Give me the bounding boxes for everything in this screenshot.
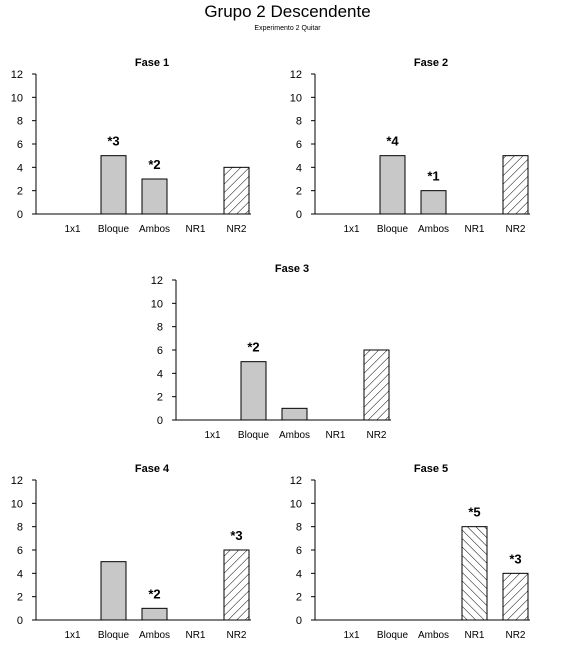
y-tick-label: 4 xyxy=(17,162,23,174)
y-tick-label: 6 xyxy=(17,139,23,151)
y-tick-label: 12 xyxy=(290,69,302,81)
y-tick-label: 12 xyxy=(11,475,23,487)
y-tick-label: 10 xyxy=(290,498,302,510)
bar xyxy=(223,549,250,621)
page-subtitle: Experimento 2 Quitar xyxy=(254,25,321,32)
x-tick-label: NR1 xyxy=(325,430,345,441)
bar xyxy=(141,178,168,215)
chart-fase-5: Fase 5 0 2 4 6 8 10 12 1x1 Bloque Ambos NR1 *5 NR2 *3 xyxy=(290,463,530,641)
x-tick-label: Bloque xyxy=(377,630,409,641)
page-title: Grupo 2 Descendente xyxy=(204,2,371,21)
bar xyxy=(363,349,390,421)
bar xyxy=(502,155,529,215)
x-tick-label: NR2 xyxy=(505,630,525,641)
data-annotation: *2 xyxy=(148,586,160,601)
x-tick-label: 1x1 xyxy=(343,630,360,641)
chart-fase-4: Fase 4 0 2 4 6 8 10 12 1x1 Bloque Ambos *2 NR1 NR2 *3 xyxy=(11,463,251,641)
y-tick-label: 0 xyxy=(157,415,163,427)
y-tick-label: 0 xyxy=(296,209,302,221)
bar xyxy=(502,572,529,621)
y-tick-label: 2 xyxy=(17,592,23,604)
chart-fase-1: Fase 1 0 2 4 6 8 10 12 1x1 Bloque *3 Ambos *2 NR1 NR2 xyxy=(11,57,251,235)
bar xyxy=(461,526,488,621)
y-tick-label: 6 xyxy=(296,545,302,557)
y-tick-label: 4 xyxy=(296,568,302,580)
x-tick-label: 1x1 xyxy=(64,224,81,235)
y-tick-label: 0 xyxy=(296,615,302,627)
chart-title: Fase 3 xyxy=(275,263,309,275)
chart-title: Fase 2 xyxy=(414,57,448,69)
y-tick-label: 6 xyxy=(296,139,302,151)
chart-fase-2: Fase 2 0 2 4 6 8 10 12 1x1 Bloque *4 Ambos *1 NR1 NR2 xyxy=(290,57,530,235)
data-annotation: *1 xyxy=(427,169,439,184)
y-tick-label: 12 xyxy=(290,475,302,487)
y-tick-label: 4 xyxy=(296,162,302,174)
y-tick-label: 12 xyxy=(151,275,163,287)
data-annotation: *3 xyxy=(107,134,119,149)
x-tick-label: Bloque xyxy=(377,224,409,235)
y-tick-label: 10 xyxy=(151,298,163,310)
bar xyxy=(100,155,127,215)
x-tick-label: 1x1 xyxy=(64,630,81,641)
data-annotation: *3 xyxy=(509,551,521,566)
x-tick-label: Ambos xyxy=(139,224,170,235)
bar xyxy=(379,155,406,215)
chart-title: Fase 4 xyxy=(135,463,170,475)
y-tick-label: 8 xyxy=(17,116,23,128)
bar xyxy=(141,607,168,621)
data-annotation: *3 xyxy=(230,528,242,543)
y-tick-label: 2 xyxy=(296,592,302,604)
x-tick-label: Ambos xyxy=(139,630,170,641)
y-tick-label: 0 xyxy=(17,615,23,627)
y-tick-label: 8 xyxy=(296,522,302,534)
x-tick-label: 1x1 xyxy=(204,430,221,441)
y-tick-label: 2 xyxy=(157,392,163,404)
chart-title: Fase 1 xyxy=(135,57,169,69)
x-tick-label: NR1 xyxy=(464,224,484,235)
data-annotation: *2 xyxy=(148,157,160,172)
y-tick-label: 10 xyxy=(290,92,302,104)
y-tick-label: 2 xyxy=(296,186,302,198)
y-tick-label: 6 xyxy=(157,345,163,357)
y-tick-label: 0 xyxy=(17,209,23,221)
x-tick-label: Ambos xyxy=(279,430,310,441)
chart-title: Fase 5 xyxy=(414,463,448,475)
y-tick-label: 10 xyxy=(11,92,23,104)
y-tick-label: 4 xyxy=(17,568,23,580)
x-tick-label: NR1 xyxy=(185,224,205,235)
data-annotation: *5 xyxy=(468,505,480,520)
bar xyxy=(223,166,250,215)
x-tick-label: Bloque xyxy=(98,630,130,641)
y-tick-label: 10 xyxy=(11,498,23,510)
y-tick-label: 8 xyxy=(157,322,163,334)
y-tick-label: 8 xyxy=(296,116,302,128)
x-tick-label: NR2 xyxy=(366,430,386,441)
x-tick-label: Bloque xyxy=(238,430,270,441)
x-tick-label: 1x1 xyxy=(343,224,360,235)
y-tick-label: 6 xyxy=(17,545,23,557)
x-tick-label: Ambos xyxy=(418,224,449,235)
y-tick-label: 2 xyxy=(17,186,23,198)
x-tick-label: NR1 xyxy=(185,630,205,641)
x-tick-label: NR2 xyxy=(505,224,525,235)
x-tick-label: NR2 xyxy=(226,224,246,235)
bar xyxy=(420,190,447,215)
bar xyxy=(281,407,308,421)
x-tick-label: NR1 xyxy=(464,630,484,641)
bar xyxy=(240,361,267,421)
y-tick-label: 8 xyxy=(17,522,23,534)
bar xyxy=(100,561,127,621)
x-tick-label: NR2 xyxy=(226,630,246,641)
x-tick-label: Ambos xyxy=(418,630,449,641)
y-tick-label: 4 xyxy=(157,368,163,380)
y-tick-label: 12 xyxy=(11,69,23,81)
data-annotation: *2 xyxy=(247,340,259,355)
x-tick-label: Bloque xyxy=(98,224,130,235)
data-annotation: *4 xyxy=(386,134,399,149)
chart-fase-3: Fase 3 0 2 4 6 8 10 12 1x1 Bloque *2 Ambos NR1 NR2 xyxy=(151,263,391,441)
